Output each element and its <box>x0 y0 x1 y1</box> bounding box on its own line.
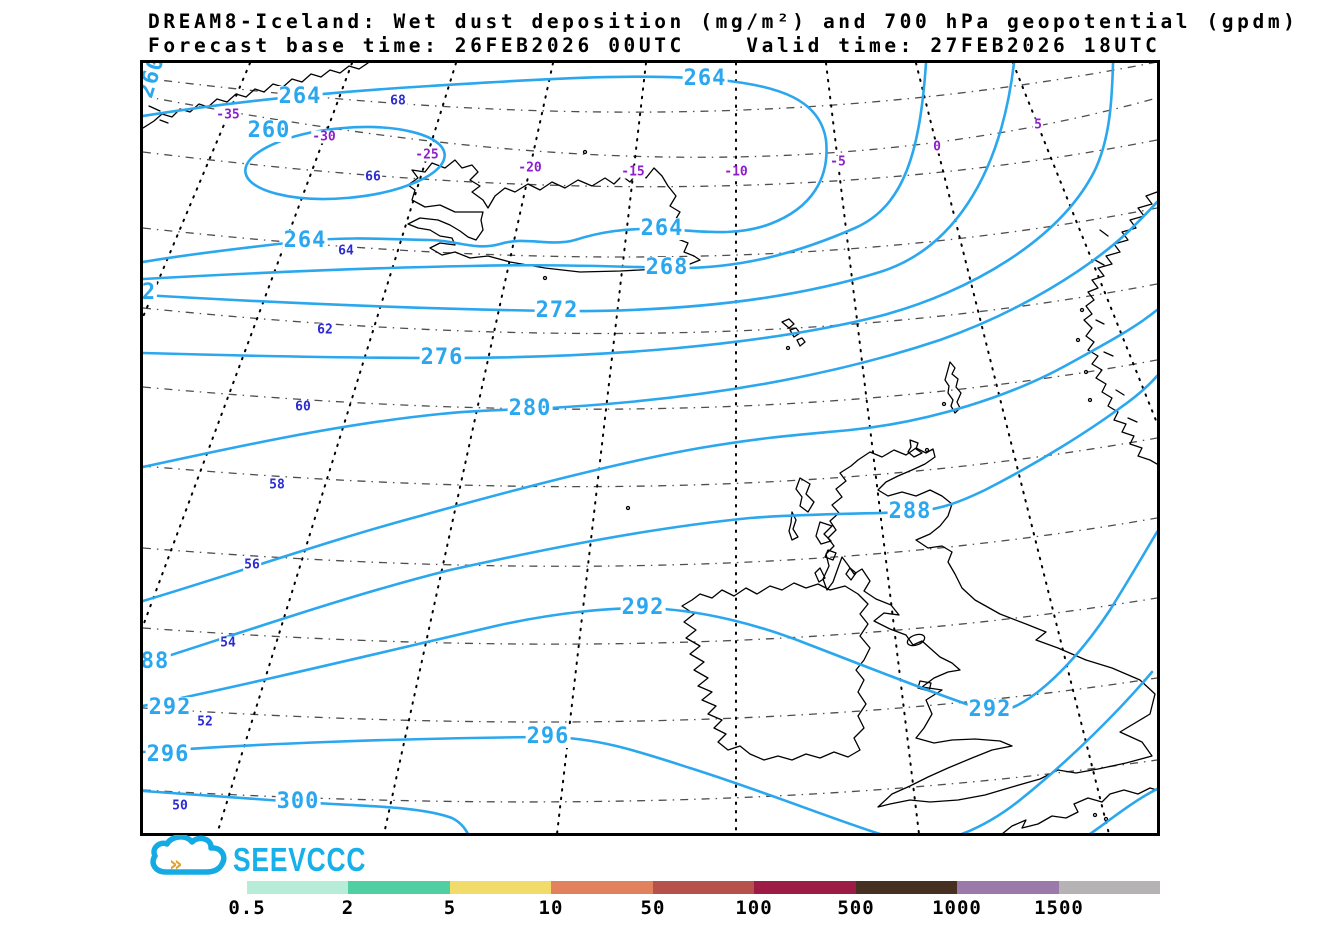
coastlines <box>143 63 1157 833</box>
contour-label: 292 <box>967 697 1013 722</box>
lon-label: 0 <box>932 139 942 155</box>
scale-segment <box>348 881 450 894</box>
contour-280 <box>143 200 1157 469</box>
hebrides-coast <box>788 477 857 583</box>
isle-of-man-coast <box>906 633 926 647</box>
scale-segment <box>754 881 856 894</box>
scale-segment <box>652 881 755 894</box>
logo-text: SEEVCCC <box>233 841 367 878</box>
norway-coast <box>1083 191 1157 465</box>
contour-264 <box>143 75 828 264</box>
lat-label: 52 <box>196 714 214 730</box>
contour-label: 260 <box>246 118 292 143</box>
lat-label: 58 <box>268 477 286 493</box>
legend-tick: 500 <box>837 897 875 919</box>
lat-label: 50 <box>171 798 189 814</box>
lon-label: -20 <box>517 160 543 176</box>
lon-label: -10 <box>723 164 749 180</box>
graticule-parallels <box>143 63 1157 803</box>
color-scale-bar <box>247 881 1160 894</box>
graticule-meridians <box>143 63 1157 833</box>
lat-label: 62 <box>316 322 334 338</box>
contour-label: 268 <box>644 255 690 280</box>
ireland-coast <box>681 582 871 761</box>
cloud-icon: » <box>150 834 227 876</box>
contour-272 <box>143 63 1016 313</box>
scale-segment <box>247 881 349 894</box>
contour-288 <box>143 374 1157 666</box>
deposition-color-scale: 0.5 2 5 10 50 100 500 1000 1500 <box>228 881 1160 921</box>
contour-284 <box>143 308 1157 603</box>
legend-tick: 2 <box>341 897 355 919</box>
legend-tick: 100 <box>735 897 773 919</box>
lat-label: 56 <box>243 557 261 573</box>
contour-296-channel <box>961 670 1154 833</box>
page-title: DREAM8-Iceland: Wet dust deposition (mg/… <box>148 10 1299 33</box>
lon-label: -30 <box>311 129 337 145</box>
contour-296 <box>143 735 881 833</box>
contour-label: 280 <box>507 396 553 421</box>
great-britain-coast <box>822 447 1156 808</box>
legend-tick: 10 <box>538 897 564 919</box>
contour-label: 292 <box>147 695 193 720</box>
contour-label: 264 <box>639 216 685 241</box>
contour-label: 88 <box>140 649 171 674</box>
contour-300 <box>143 789 469 833</box>
contour-label: 292 <box>620 595 666 620</box>
contour-label: 296 <box>145 742 191 767</box>
greenland-coast <box>143 63 369 129</box>
contour-label: 264 <box>277 84 323 109</box>
legend-tick: 1000 <box>932 897 982 919</box>
lon-label: 5 <box>1033 117 1043 133</box>
lon-label: -5 <box>829 154 847 170</box>
scale-segment <box>957 881 1059 894</box>
legend-tick: 1500 <box>1034 897 1084 919</box>
lat-label: 54 <box>219 635 237 651</box>
lat-label: 68 <box>389 93 407 109</box>
lat-label: 66 <box>364 169 382 185</box>
lon-label: -15 <box>620 164 646 180</box>
contour-label: 2 <box>141 280 158 305</box>
lon-label: -25 <box>414 147 440 163</box>
contour-276 <box>143 63 1115 360</box>
map-panel: 260 264 264 264 264 268 272 276 280 288 … <box>140 60 1160 836</box>
contour-label: 264 <box>682 66 728 91</box>
scale-segment <box>1058 881 1160 894</box>
contour-292 <box>143 530 1157 712</box>
scale-segment <box>855 881 958 894</box>
contour-label: 288 <box>887 499 933 524</box>
forecast-time-subtitle: Forecast base time: 26FEB2026 00UTC Vali… <box>148 34 1161 57</box>
map-canvas <box>143 63 1157 833</box>
iceland-coast <box>407 159 701 273</box>
france-coast <box>1002 787 1157 833</box>
lat-label: 60 <box>294 399 312 415</box>
geopotential-contours <box>143 63 1157 833</box>
contour-label: 296 <box>525 724 571 749</box>
contour-260 <box>244 125 446 201</box>
legend-tick: 50 <box>640 897 666 919</box>
shetland-coast <box>944 361 962 414</box>
seevccc-logo: » SEEVCCC <box>147 834 377 883</box>
lon-label: -35 <box>215 107 241 123</box>
contour-label: 300 <box>275 789 321 814</box>
contour-label: 276 <box>419 345 465 370</box>
scale-segment <box>449 881 552 894</box>
contour-label: 264 <box>282 228 328 253</box>
legend-tick: 0.5 <box>228 897 266 919</box>
contour-300-corner <box>1089 787 1157 833</box>
orkney-coast <box>907 439 923 458</box>
legend-tick: 5 <box>443 897 457 919</box>
scale-segment <box>551 881 653 894</box>
lat-label: 64 <box>337 243 355 259</box>
contour-label: 272 <box>534 298 580 323</box>
arrow-icon: » <box>169 852 183 876</box>
